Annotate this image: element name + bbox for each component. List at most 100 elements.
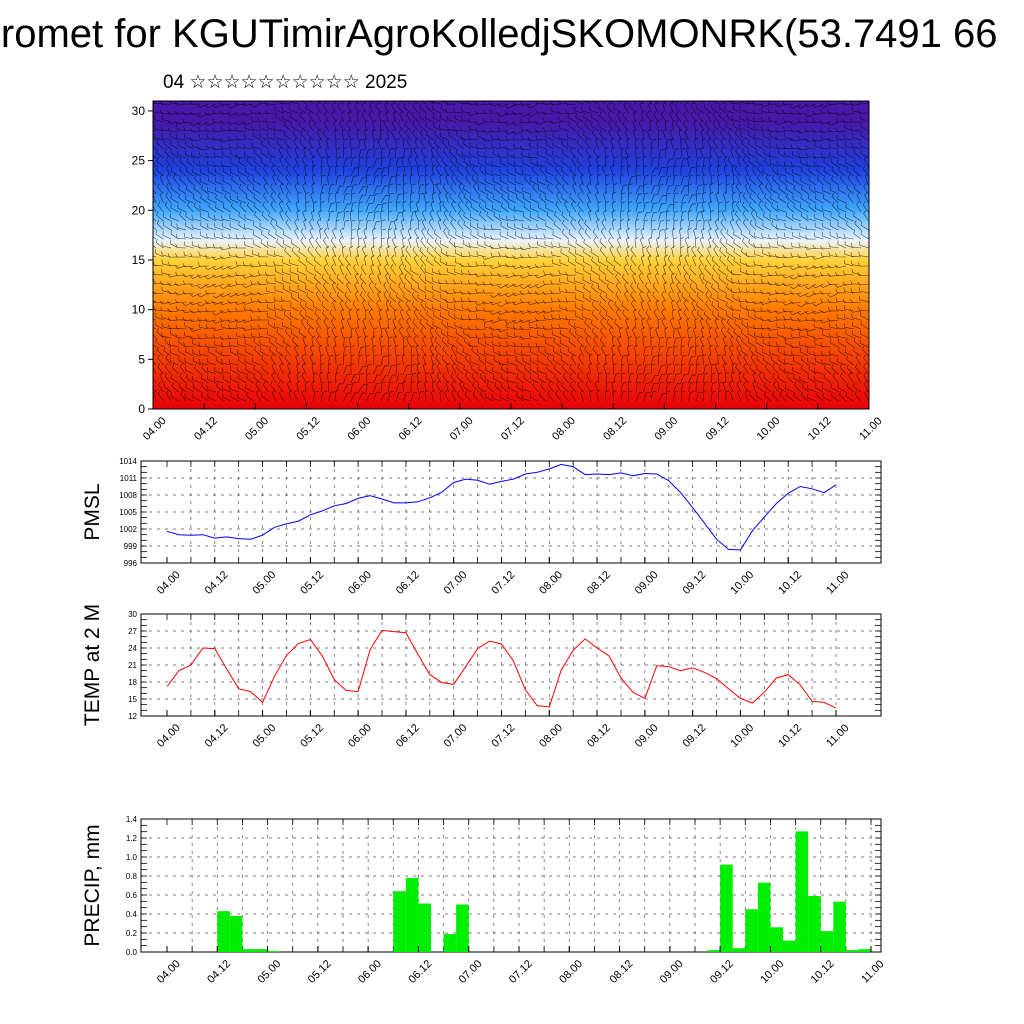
pmsl-panel: 996 999 1002 1005 1008 1011 1014 — [119, 457, 882, 568]
temp-grid — [141, 614, 881, 716]
temp-x-tick-label: 04.00 — [155, 722, 183, 750]
pmsl-x-tick-label: 10.00 — [728, 569, 756, 597]
precip-bar — [770, 927, 783, 952]
pmsl-grid — [141, 461, 881, 563]
cross-section-y-tick-label: 20 — [132, 203, 146, 217]
temp-y-tick-label: 24 — [128, 644, 137, 653]
cross-section-x-tick-label: 11.00 — [857, 415, 884, 442]
precip-x-tick-label: 07.00 — [457, 958, 485, 986]
cross-section-y-tick-label: 25 — [132, 154, 146, 168]
precip-y-tick-label: 0.4 — [126, 910, 138, 919]
precip-bar — [393, 891, 406, 952]
precip-y-tick-label: 0.0 — [126, 948, 138, 957]
precip-y-label: PRECIP, mm — [81, 824, 104, 946]
cross-section-x-tick-label: 05.00 — [243, 415, 271, 443]
precip-y-tick-label: 1.0 — [126, 853, 138, 862]
precip-bar — [783, 940, 796, 952]
pmsl-x-tick-label: 04.00 — [155, 569, 183, 597]
precip-panel: 0.0 0.2 0.4 0.6 0.8 1.0 1.2 1.4 — [126, 815, 882, 957]
precip-y-tick-label: 1.4 — [126, 815, 138, 824]
temp-x-tick-label: 09.00 — [633, 722, 661, 750]
precip-bar — [217, 911, 230, 952]
temp-x-tick-label: 11.00 — [824, 722, 851, 749]
precip-bar — [845, 950, 859, 952]
precip-bar — [732, 948, 746, 952]
precip-x-tick-label: 09.00 — [658, 958, 686, 986]
precip-bar — [720, 864, 733, 952]
temp-x-tick-label: 07.12 — [489, 722, 517, 750]
precip-bar — [456, 904, 469, 952]
precip-x-tick-label: 10.12 — [809, 958, 837, 986]
pmsl-x-tick-label: 06.12 — [394, 569, 422, 597]
temp-panel: 12 15 18 21 24 27 30 — [128, 610, 882, 721]
cross-section-y-ticks: 0 5 10 15 20 25 30 — [132, 104, 153, 416]
precip-y-tick-label: 0.2 — [126, 929, 138, 938]
temp-y-label: TEMP at 2 M — [81, 604, 104, 726]
pmsl-x-tick-label: 08.00 — [537, 569, 565, 597]
pmsl-series-line — [166, 463, 837, 551]
precip-bar — [707, 950, 721, 952]
temp-y-tick-label: 21 — [128, 661, 137, 670]
precip-bar — [795, 831, 809, 952]
temp-x-tick-label: 09.12 — [681, 722, 709, 750]
pmsl-y-tick-labels: 996 999 1002 1005 1008 1011 1014 — [119, 457, 137, 568]
pmsl-x-tick-label: 09.00 — [633, 569, 661, 597]
pmsl-x-tick-label: 07.00 — [442, 569, 470, 597]
chart-title: lromet for KGUTimirAgroKolledjSKOMONRK(5… — [0, 12, 998, 56]
precip-x-tick-label: 06.12 — [406, 958, 434, 986]
pmsl-y-tick-label: 1011 — [120, 474, 138, 483]
temp-x-tick-label: 08.12 — [585, 722, 613, 750]
precip-bar — [405, 877, 419, 952]
temp-x-tick-label: 06.00 — [346, 722, 374, 750]
cross-section-x-tick-label: 05.12 — [294, 415, 322, 443]
pmsl-y-tick-label: 996 — [124, 559, 138, 568]
precip-bars — [217, 831, 871, 952]
precip-bar — [820, 931, 834, 952]
cross-section-x-tick-label: 04.00 — [141, 415, 169, 443]
pmsl-y-tick-label: 1002 — [119, 525, 137, 534]
precip-x-tick-label: 08.12 — [607, 958, 635, 986]
cross-section-x-tick-label: 04.12 — [192, 415, 220, 443]
cross-section-x-tick-label: 06.12 — [397, 415, 425, 443]
pmsl-x-tick-label: 10.12 — [776, 569, 804, 597]
precip-bar — [242, 949, 255, 952]
precip-bar — [267, 951, 281, 952]
cross-section-x-tick-label: 09.12 — [703, 415, 731, 443]
temp-x-tick-label: 10.00 — [728, 722, 756, 750]
cross-section-x-tick-label: 07.00 — [448, 415, 476, 443]
precip-x-tick-label: 08.00 — [557, 958, 585, 986]
cross-section-y-tick-label: 30 — [132, 104, 146, 118]
cross-section-x-tick-label: 10.00 — [755, 415, 783, 443]
precip-x-tick-label: 04.12 — [205, 958, 233, 986]
pmsl-x-tick-label: 05.12 — [298, 569, 326, 597]
precip-x-tick-label: 05.12 — [306, 958, 334, 986]
precip-x-tick-label: 05.00 — [255, 958, 283, 986]
pmsl-y-tick-label: 1005 — [119, 508, 137, 517]
cross-section-field — [153, 101, 869, 409]
precip-y-tick-label: 0.6 — [126, 891, 138, 900]
temp-y-tick-label: 12 — [128, 712, 137, 721]
pmsl-y-tick-label: 999 — [124, 542, 138, 551]
pmsl-x-tick-label: 09.12 — [681, 569, 709, 597]
pmsl-x-tick-label: 04.12 — [203, 569, 231, 597]
cross-section-y-tick-label: 10 — [132, 303, 146, 317]
precip-x-tick-label: 09.12 — [708, 958, 736, 986]
temp-x-tick-label: 05.12 — [298, 722, 326, 750]
temp-y-tick-label: 30 — [128, 610, 137, 619]
pmsl-y-tick-label: 1008 — [119, 491, 137, 500]
precip-bar — [858, 949, 871, 952]
pmsl-x-tick-label: 11.00 — [824, 569, 851, 596]
precip-x-tick-label: 10.00 — [758, 958, 786, 986]
temp-y-tick-label: 27 — [128, 627, 137, 636]
temp-x-tick-label: 04.12 — [203, 722, 231, 750]
precip-x-tick-label: 04.00 — [155, 958, 183, 986]
precip-bar — [833, 901, 846, 952]
precip-bar — [757, 882, 771, 952]
precip-bar — [418, 903, 431, 952]
precip-x-tick-label: 07.12 — [507, 958, 535, 986]
cross-section-x-tick-label: 09.00 — [652, 415, 680, 443]
precip-x-tick-label: 11.00 — [859, 958, 886, 985]
cross-section-x-tick-label: 08.00 — [550, 415, 578, 443]
temp-x-tick-label: 10.12 — [776, 722, 804, 750]
temp-x-tick-label: 05.00 — [250, 722, 278, 750]
